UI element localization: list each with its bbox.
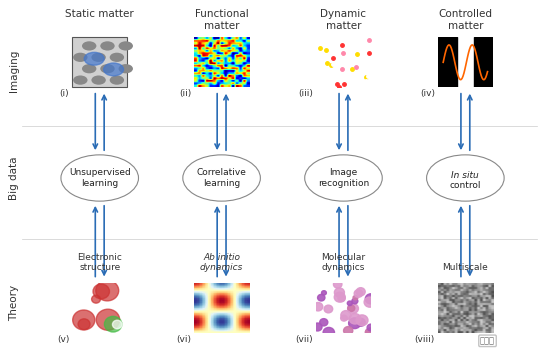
Circle shape xyxy=(82,41,96,51)
Circle shape xyxy=(110,75,124,85)
Text: Controlled
matter: Controlled matter xyxy=(438,9,493,31)
Text: 材易通: 材易通 xyxy=(480,336,495,345)
Text: control: control xyxy=(450,181,481,190)
Circle shape xyxy=(104,63,124,76)
Text: (iv): (iv) xyxy=(420,89,435,98)
Circle shape xyxy=(110,53,124,62)
Text: Ab initio
dynamics: Ab initio dynamics xyxy=(200,253,243,272)
Text: Functional
matter: Functional matter xyxy=(194,9,249,31)
Text: (vi): (vi) xyxy=(176,335,191,344)
Text: (ii): (ii) xyxy=(179,89,191,98)
Text: Static matter: Static matter xyxy=(65,9,134,19)
Ellipse shape xyxy=(305,155,382,201)
Circle shape xyxy=(100,41,115,51)
Text: Theory: Theory xyxy=(9,284,19,321)
Text: In situ: In situ xyxy=(452,171,479,180)
Circle shape xyxy=(82,64,96,73)
Text: Molecular
dynamics: Molecular dynamics xyxy=(321,253,366,272)
Circle shape xyxy=(119,64,133,73)
Circle shape xyxy=(91,75,106,85)
Text: (vii): (vii) xyxy=(295,335,313,344)
Text: (i): (i) xyxy=(60,89,69,98)
Circle shape xyxy=(84,52,104,65)
Text: Image
recognition: Image recognition xyxy=(318,168,369,188)
Circle shape xyxy=(91,53,106,62)
Text: Big data: Big data xyxy=(9,156,19,200)
Text: Correlative
learning: Correlative learning xyxy=(197,168,247,188)
Text: (v): (v) xyxy=(57,335,69,344)
Text: (iii): (iii) xyxy=(298,89,313,98)
Text: Dynamic
matter: Dynamic matter xyxy=(320,9,367,31)
Text: Imaging: Imaging xyxy=(9,50,19,93)
Circle shape xyxy=(73,53,88,62)
Text: Electronic
structure: Electronic structure xyxy=(77,253,122,272)
Ellipse shape xyxy=(183,155,260,201)
Text: Multiscale: Multiscale xyxy=(443,263,488,272)
Ellipse shape xyxy=(61,155,138,201)
Text: Unsupervised
learning: Unsupervised learning xyxy=(69,168,131,188)
Circle shape xyxy=(73,75,88,85)
Ellipse shape xyxy=(427,155,504,201)
FancyBboxPatch shape xyxy=(72,37,127,87)
Circle shape xyxy=(119,41,133,51)
Circle shape xyxy=(100,64,115,73)
Text: (viii): (viii) xyxy=(414,335,435,344)
